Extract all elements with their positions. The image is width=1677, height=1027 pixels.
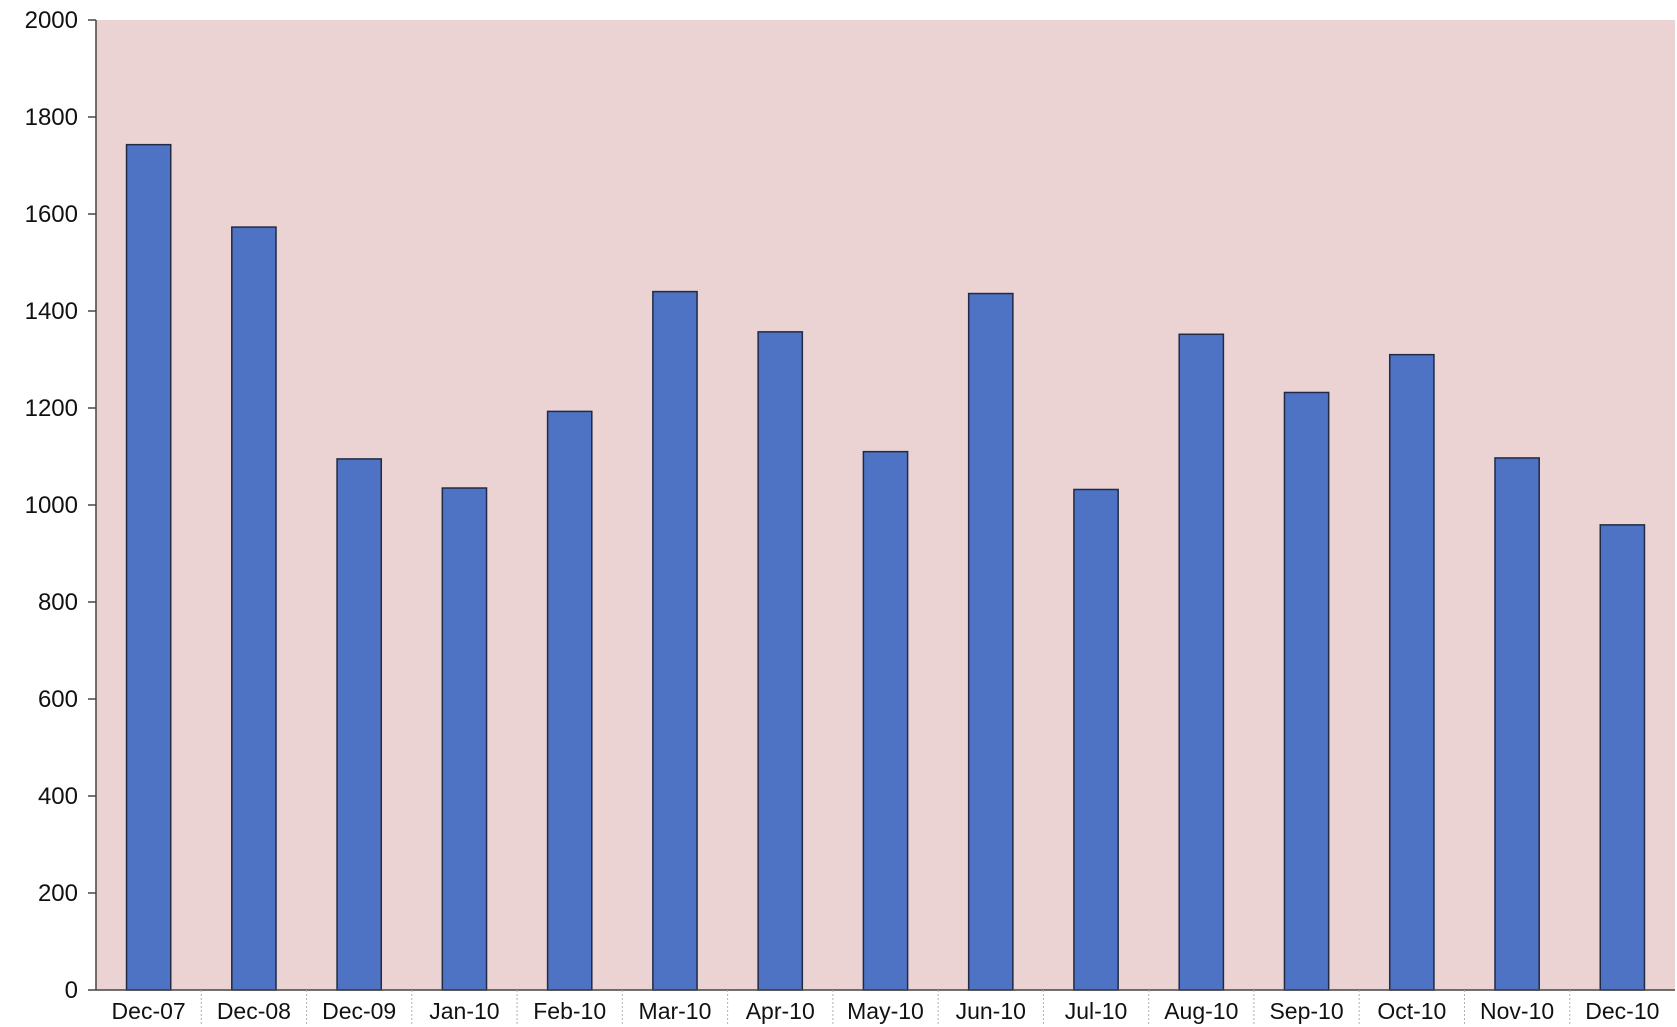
x-tick-label: Dec-09 (322, 998, 396, 1024)
bar-sep-10 (1283, 391, 1330, 991)
y-tick-label: 1200 (25, 395, 78, 422)
x-tick-label: Dec-10 (1585, 998, 1659, 1024)
x-tick-label: Aug-10 (1164, 998, 1238, 1024)
y-tick-label: 800 (38, 589, 78, 616)
y-tick-label: 1600 (25, 201, 78, 228)
bar-dec-10 (1599, 524, 1646, 991)
y-tick-label: 200 (38, 880, 78, 907)
y-tick-label: 1800 (25, 104, 78, 131)
bar-jun-10 (967, 292, 1014, 991)
y-tick-label: 600 (38, 686, 78, 713)
x-tick-label: Dec-08 (217, 998, 291, 1024)
bar-mar-10 (652, 290, 698, 991)
x-ticks-group: Dec-07 Dec-08 Dec-09 Jan-10 Feb-10 Mar-10 Apr-… (112, 990, 1659, 1024)
y-tick-label: 1400 (25, 298, 78, 325)
x-tick-label: Nov-10 (1480, 998, 1554, 1024)
x-tick-label: Jul-10 (1065, 998, 1128, 1024)
bar-aug-10 (1178, 333, 1225, 991)
bar-dec-09 (336, 458, 383, 991)
bar-nov-10 (1494, 457, 1540, 991)
bar-jan-10 (441, 487, 488, 991)
bar-may-10 (862, 450, 909, 991)
bar-apr-10 (757, 331, 804, 991)
x-tick-label: Sep-10 (1269, 998, 1343, 1024)
y-ticks-group: 0 200 400 600 800 1000 1200 1400 1600 1800 2000 (25, 7, 96, 1004)
y-tick-label: 400 (38, 783, 78, 810)
bar-dec-08 (231, 226, 277, 991)
bar-jul-10 (1073, 488, 1119, 991)
x-tick-label: Dec-07 (112, 998, 186, 1024)
y-tick-label: 0 (65, 977, 78, 1004)
bar-feb-10 (546, 410, 593, 991)
x-tick-label: Jun-10 (956, 998, 1026, 1024)
bar-dec-07 (125, 143, 172, 991)
x-tick-label: Mar-10 (639, 998, 712, 1024)
bars-group (125, 143, 1646, 991)
x-tick-label: Feb-10 (533, 998, 606, 1024)
x-tick-label: Apr-10 (746, 998, 815, 1024)
x-tick-label: Oct-10 (1377, 998, 1446, 1024)
x-tick-label: Jan-10 (429, 998, 499, 1024)
x-tick-label: May-10 (847, 998, 924, 1024)
y-tick-label: 2000 (25, 7, 78, 34)
y-tick-label: 1000 (25, 492, 78, 519)
bar-oct-10 (1388, 353, 1435, 991)
